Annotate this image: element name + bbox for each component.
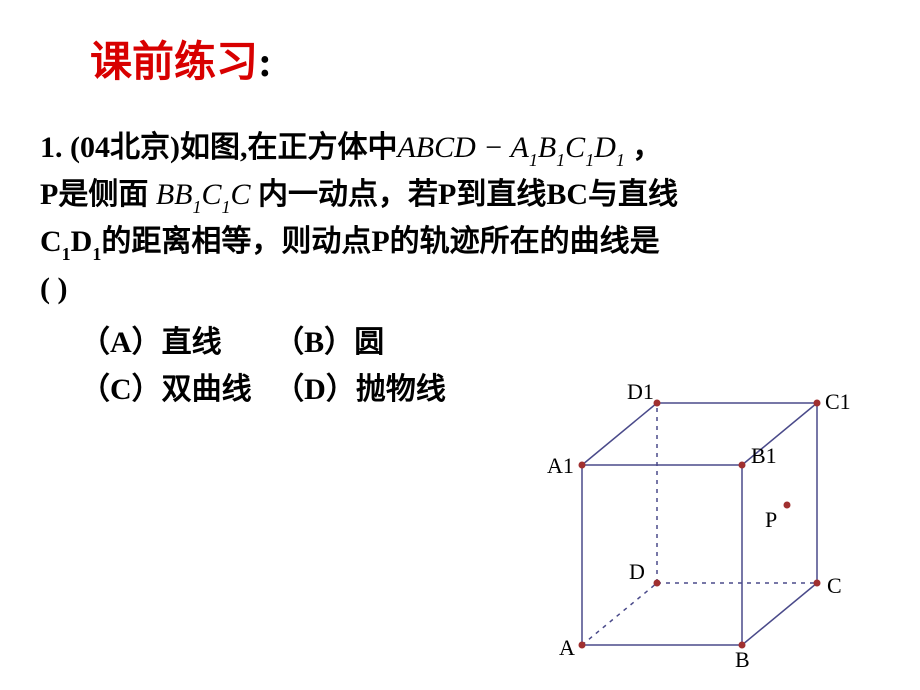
- prob-l3s1: 1: [62, 244, 71, 264]
- prob-l1a: 1. (04北京)如图,在正方体中: [40, 131, 397, 164]
- opt-c-text: 双曲线: [162, 373, 252, 406]
- section-title: 课前练习:: [90, 28, 272, 89]
- svg-text:B1: B1: [751, 443, 777, 468]
- svg-text:B: B: [735, 647, 750, 672]
- prob-l1m4: D: [594, 131, 616, 164]
- opt-d-label: （D）: [274, 373, 356, 406]
- prob-l1m2: B: [538, 131, 556, 164]
- prob-l2m3: C: [231, 178, 251, 211]
- cube-diagram: A B C D A1 B1 C1 D1 P: [517, 355, 862, 675]
- prob-l3a: C: [40, 225, 62, 258]
- options-row2: （C）双曲线 （D）抛物线: [80, 367, 446, 414]
- problem-statement: 1. (04北京)如图,在正方体中ABCD − A1B1C1D1 ， P是侧面 …: [40, 125, 900, 311]
- prob-l2a: P是侧面: [40, 178, 156, 211]
- prob-l2s2: 1: [222, 197, 231, 217]
- prob-l1s3: 1: [585, 150, 594, 170]
- prob-l1m: ABCD − A: [397, 131, 528, 164]
- prob-l1s2: 1: [556, 150, 565, 170]
- prob-l1s4: 1: [616, 150, 625, 170]
- opt-c-label: （C）: [80, 373, 162, 406]
- prob-l2b: 内一动点，若P到直线BC与直线: [251, 178, 679, 211]
- svg-text:A1: A1: [547, 453, 574, 478]
- opt-d-text: 抛物线: [356, 373, 446, 406]
- prob-l1e: ，: [625, 131, 663, 164]
- prob-l1m3: C: [565, 131, 585, 164]
- svg-text:D: D: [629, 559, 645, 584]
- opt-a-text: 直线: [162, 326, 222, 359]
- svg-text:C1: C1: [825, 389, 851, 414]
- opt-b-label: （B）: [274, 326, 354, 359]
- title-text: 课前练习: [90, 40, 258, 86]
- opt-a-label: （A）: [80, 326, 162, 359]
- answer-options: （A）直线 （B）圆 （C）双曲线 （D）抛物线: [80, 320, 446, 413]
- svg-text:C: C: [827, 573, 842, 598]
- options-row1: （A）直线 （B）圆: [80, 320, 446, 367]
- prob-l3b: D: [71, 225, 93, 258]
- prob-l2m2: C: [201, 178, 221, 211]
- opt-b-text: 圆: [354, 326, 384, 359]
- prob-l2s1: 1: [192, 197, 201, 217]
- svg-text:A: A: [559, 635, 575, 660]
- prob-l4: ( ): [40, 272, 67, 305]
- prob-l1s1: 1: [529, 150, 538, 170]
- svg-text:P: P: [765, 507, 777, 532]
- prob-l2m1: BB: [156, 178, 193, 211]
- title-colon: :: [258, 40, 272, 86]
- svg-text:D1: D1: [627, 379, 654, 404]
- prob-l3c: 的距离相等，则动点P的轨迹所在的曲线是: [101, 225, 659, 258]
- prob-l3s2: 1: [92, 244, 101, 264]
